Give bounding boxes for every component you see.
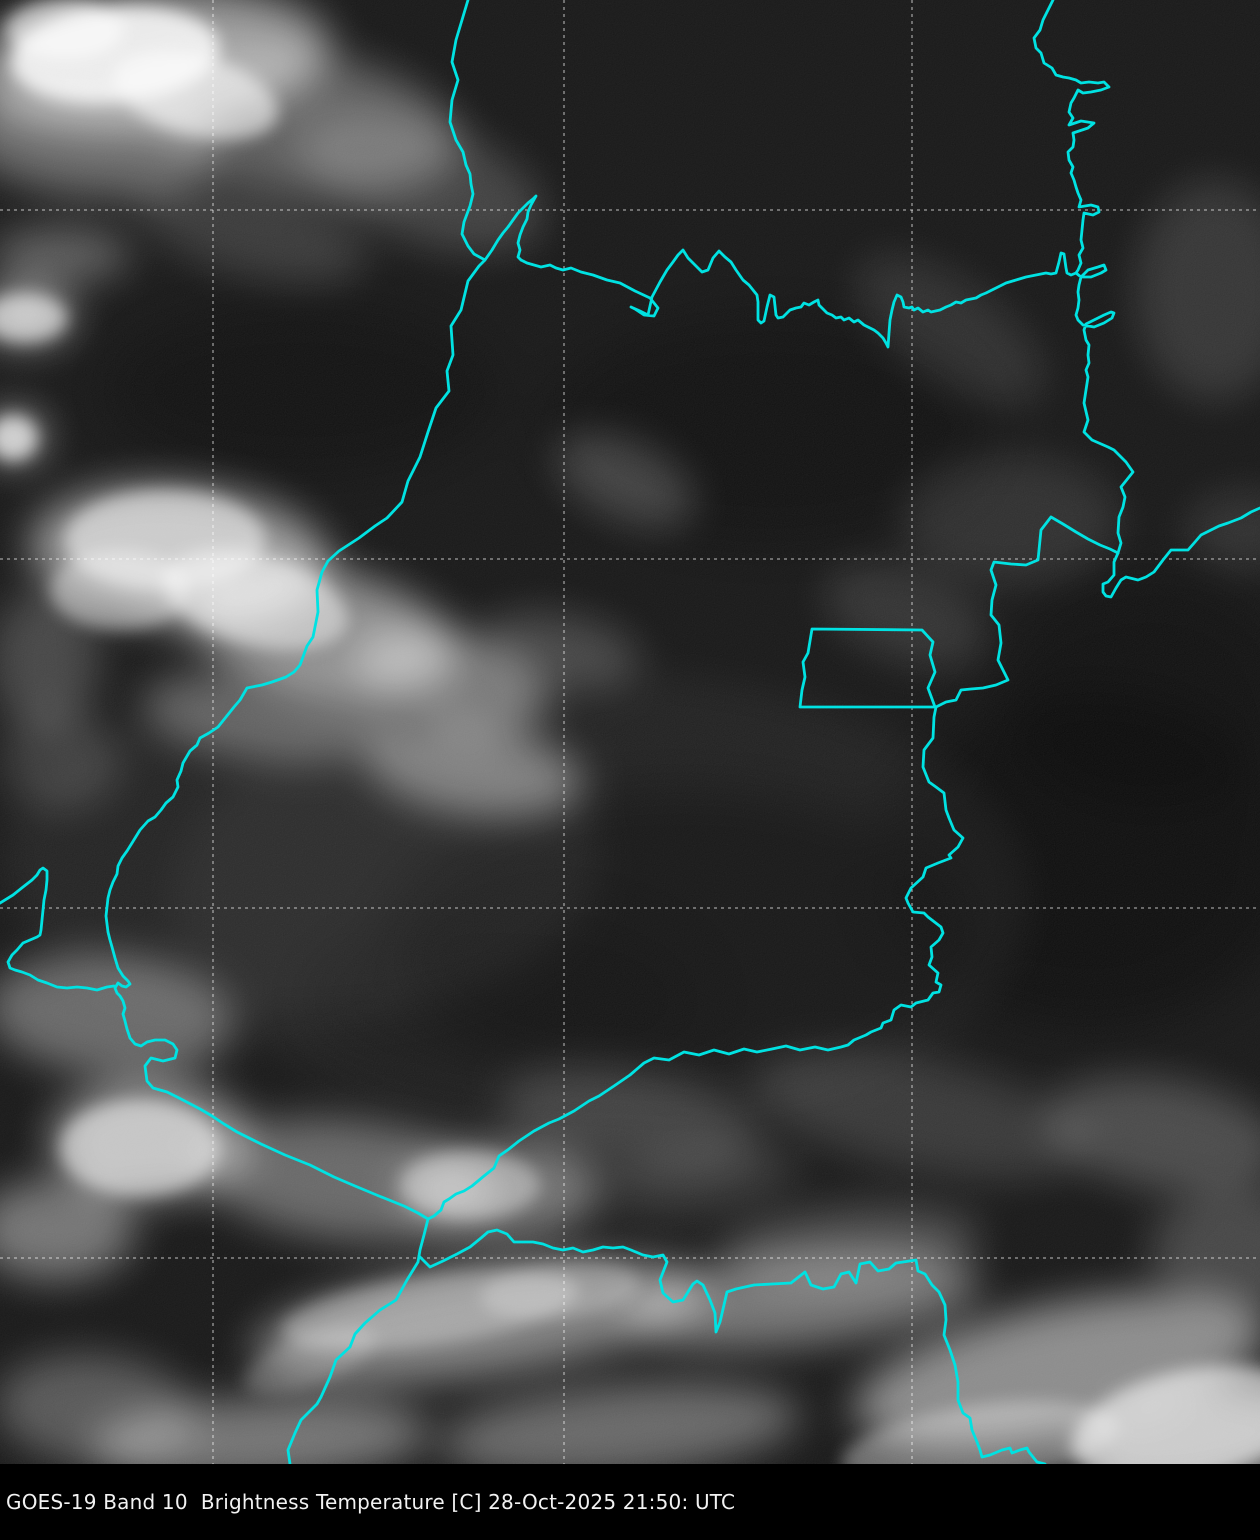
- boundary-layer: [0, 0, 1260, 1464]
- southeastern-river-path: [417, 1228, 1047, 1464]
- western-river-border-path: [104, 0, 487, 1464]
- caption-bar: GOES-19 Band 10 Brightness Temperature […: [0, 1464, 1260, 1540]
- river-confluence-spike-path: [483, 194, 538, 262]
- border-branch-to-right-edge-path: [1101, 506, 1260, 599]
- imagery-canvas: [0, 0, 1260, 1464]
- graticule: [0, 0, 1260, 1464]
- eastern-border-north-path: [1032, 0, 1135, 555]
- caption-text: GOES-19 Band 10 Brightness Temperature […: [6, 1490, 736, 1514]
- noise-texture-overlay: [0, 0, 1260, 1464]
- district-quadrilateral-outline: [798, 627, 937, 709]
- left-edge-peninsula-outline: [0, 866, 116, 992]
- eastern-border-south-path: [426, 515, 1120, 1221]
- northeast-border-path: [519, 248, 1078, 349]
